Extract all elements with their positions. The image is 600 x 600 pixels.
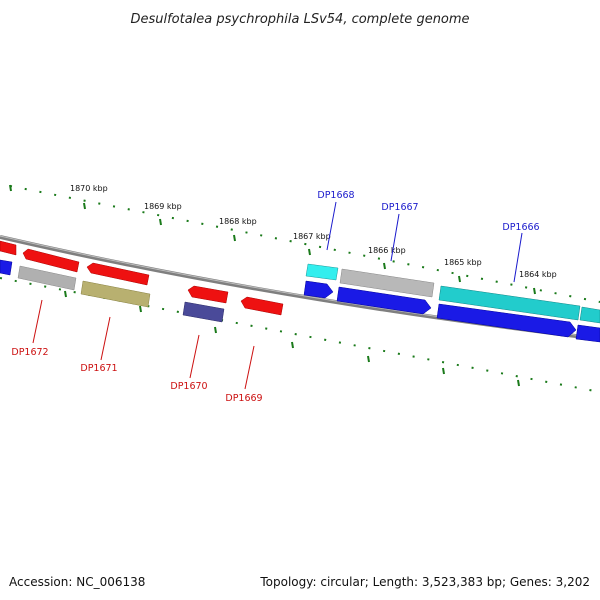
inner-major-tick: [64, 290, 67, 298]
accession-text: Accession: NC_006138: [9, 575, 145, 589]
forward-genes: [0, 240, 600, 324]
major-tick: [159, 218, 162, 226]
inner-major-tick: [367, 355, 370, 363]
major-tick: [233, 234, 236, 242]
gene-label-dp1666[interactable]: DP1666: [502, 222, 539, 233]
gene-label-dp1670[interactable]: DP1670: [170, 381, 207, 392]
gene-label-dp1667[interactable]: DP1667: [381, 202, 418, 213]
leader-line: [32, 299, 43, 344]
gene-block-grey[interactable]: [17, 265, 77, 291]
minor-tick-dots: [9, 185, 600, 303]
major-tick: [9, 184, 12, 192]
gene-arrow-red[interactable]: [240, 296, 284, 316]
topology-text: Topology: circular; Length: 3,523,383 bp…: [259, 575, 590, 589]
outer-scale-ticks: [9, 185, 600, 303]
reverse-genes: [0, 259, 600, 343]
gene-block-grey[interactable]: [339, 268, 435, 298]
gene-arrow-red[interactable]: [187, 285, 229, 304]
scale-label-1870: 1870 kbp: [70, 184, 108, 193]
major-tick: [83, 202, 86, 210]
gene-arrow-red[interactable]: [22, 248, 80, 273]
gene-arrow-blue[interactable]: [0, 259, 13, 276]
leader-line: [100, 316, 111, 361]
scale-label-1866: 1866 kbp: [368, 246, 406, 255]
inner-major-tick: [442, 367, 445, 375]
gene-label-dp1671[interactable]: DP1671: [80, 363, 117, 374]
leader-line: [189, 334, 200, 379]
gene-block-olive[interactable]: [80, 280, 151, 308]
inner-major-tick: [517, 379, 520, 387]
major-tick: [308, 248, 311, 256]
gene-block-slate[interactable]: [182, 301, 225, 323]
inner-major-tick: [214, 326, 217, 334]
major-tick: [458, 275, 461, 283]
scale-label-1867: 1867 kbp: [293, 232, 331, 241]
gene-arrow-blue[interactable]: [575, 324, 600, 343]
reverse-leader-lines: [32, 299, 255, 390]
gene-label-dp1669[interactable]: DP1669: [225, 393, 262, 404]
leader-line: [513, 232, 523, 283]
scale-label-1869: 1869 kbp: [144, 202, 182, 211]
leader-line: [244, 345, 255, 390]
gene-label-dp1668[interactable]: DP1668: [317, 190, 354, 201]
leader-line: [390, 213, 400, 262]
gene-arrow-blue[interactable]: [436, 303, 577, 338]
scale-label-1865: 1865 kbp: [444, 258, 482, 267]
gene-block-cyan[interactable]: [579, 306, 600, 324]
leader-line: [326, 201, 337, 251]
gene-arrow-blue[interactable]: [303, 280, 334, 299]
outer-major-ticks: [9, 184, 536, 295]
gene-arrow-blue[interactable]: [336, 286, 432, 315]
inner-major-ticks: [64, 290, 520, 387]
inner-major-tick: [291, 341, 294, 349]
scale-label-1864: 1864 kbp: [519, 270, 557, 279]
gene-block-cyan[interactable]: [305, 263, 339, 281]
map-title: Desulfotalea psychrophila LSv54, complet…: [130, 12, 469, 27]
major-tick: [533, 287, 536, 295]
gene-block-cyan[interactable]: [438, 285, 581, 321]
gene-arrow-red[interactable]: [86, 262, 150, 286]
gene-label-dp1672[interactable]: DP1672: [11, 347, 48, 358]
gene-arrow-red[interactable]: [0, 240, 17, 256]
forward-leader-lines: [326, 201, 523, 283]
scale-label-1868: 1868 kbp: [219, 217, 257, 226]
major-tick: [383, 262, 386, 270]
inner-major-tick: [139, 305, 142, 313]
